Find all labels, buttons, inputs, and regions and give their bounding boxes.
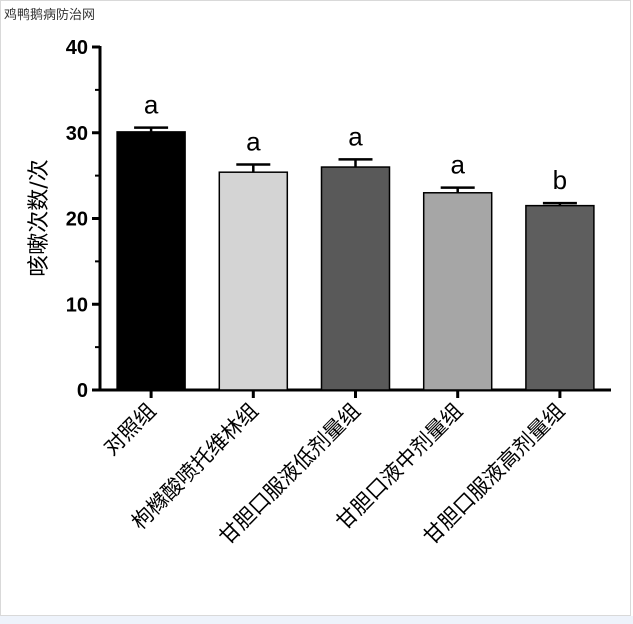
significance-label: a bbox=[246, 126, 261, 156]
bar bbox=[218, 171, 289, 391]
y-axis: 0 10 20 30 40 bbox=[66, 37, 102, 402]
significance-label: b bbox=[553, 165, 567, 195]
y-tick-label: 40 bbox=[66, 37, 88, 59]
bars-group: a a a a b bbox=[116, 90, 595, 391]
y-axis-label: 咳嗽次数/次 bbox=[27, 159, 52, 276]
category-label: 对照组 bbox=[99, 399, 161, 461]
y-tick-label: 20 bbox=[66, 209, 88, 231]
y-tick-label: 30 bbox=[66, 123, 88, 145]
bar bbox=[116, 131, 186, 391]
significance-label: a bbox=[144, 90, 159, 120]
bar bbox=[422, 192, 493, 391]
bar bbox=[320, 166, 391, 391]
y-tick-label: 0 bbox=[77, 380, 88, 402]
significance-label: a bbox=[450, 150, 465, 180]
bar bbox=[525, 204, 595, 391]
x-axis bbox=[99, 388, 611, 398]
y-tick-label: 10 bbox=[66, 294, 88, 316]
watermark: 鸡鸭鹅病防治网 bbox=[4, 8, 96, 23]
significance-label: a bbox=[348, 121, 363, 151]
bottom-strip bbox=[0, 616, 633, 624]
